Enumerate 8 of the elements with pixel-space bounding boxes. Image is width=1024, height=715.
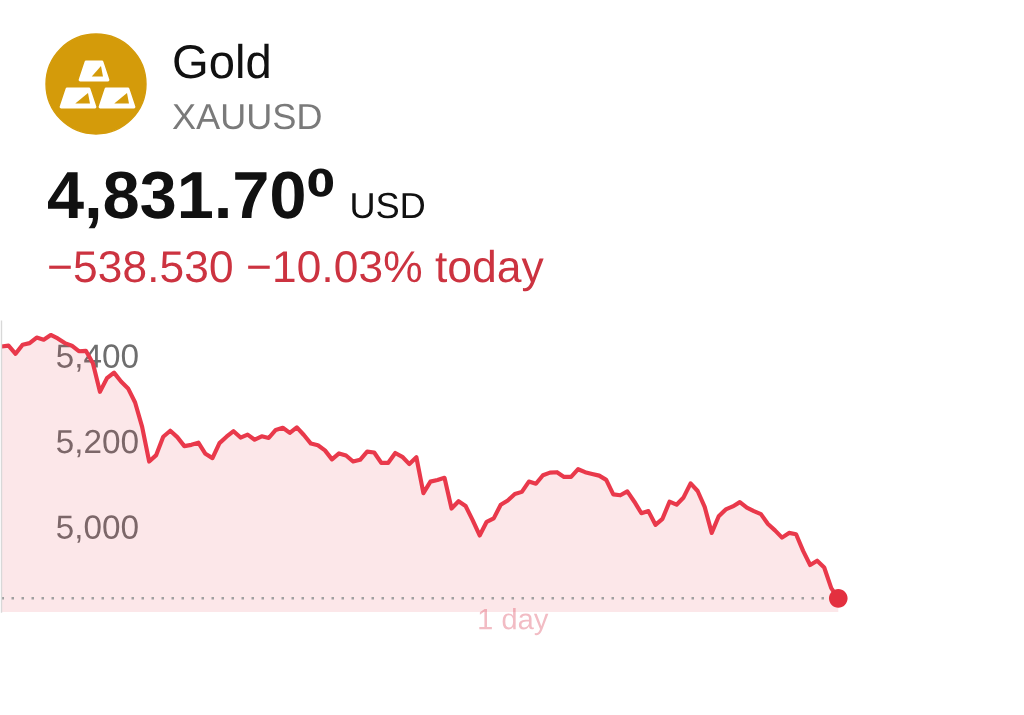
y-tick-label: 5,000 [57, 515, 138, 543]
y-tick-label: 5,200 [57, 429, 138, 458]
text: −538.530 −10.03% today [49, 249, 544, 292]
text: 4,831.70⁰ [48, 168, 334, 229]
text: USD [352, 192, 425, 219]
chart-title: Gold [174, 43, 269, 79]
chart-subtitle: XAUUSD [172, 103, 321, 130]
x-axis-title: 1 day [479, 608, 549, 636]
